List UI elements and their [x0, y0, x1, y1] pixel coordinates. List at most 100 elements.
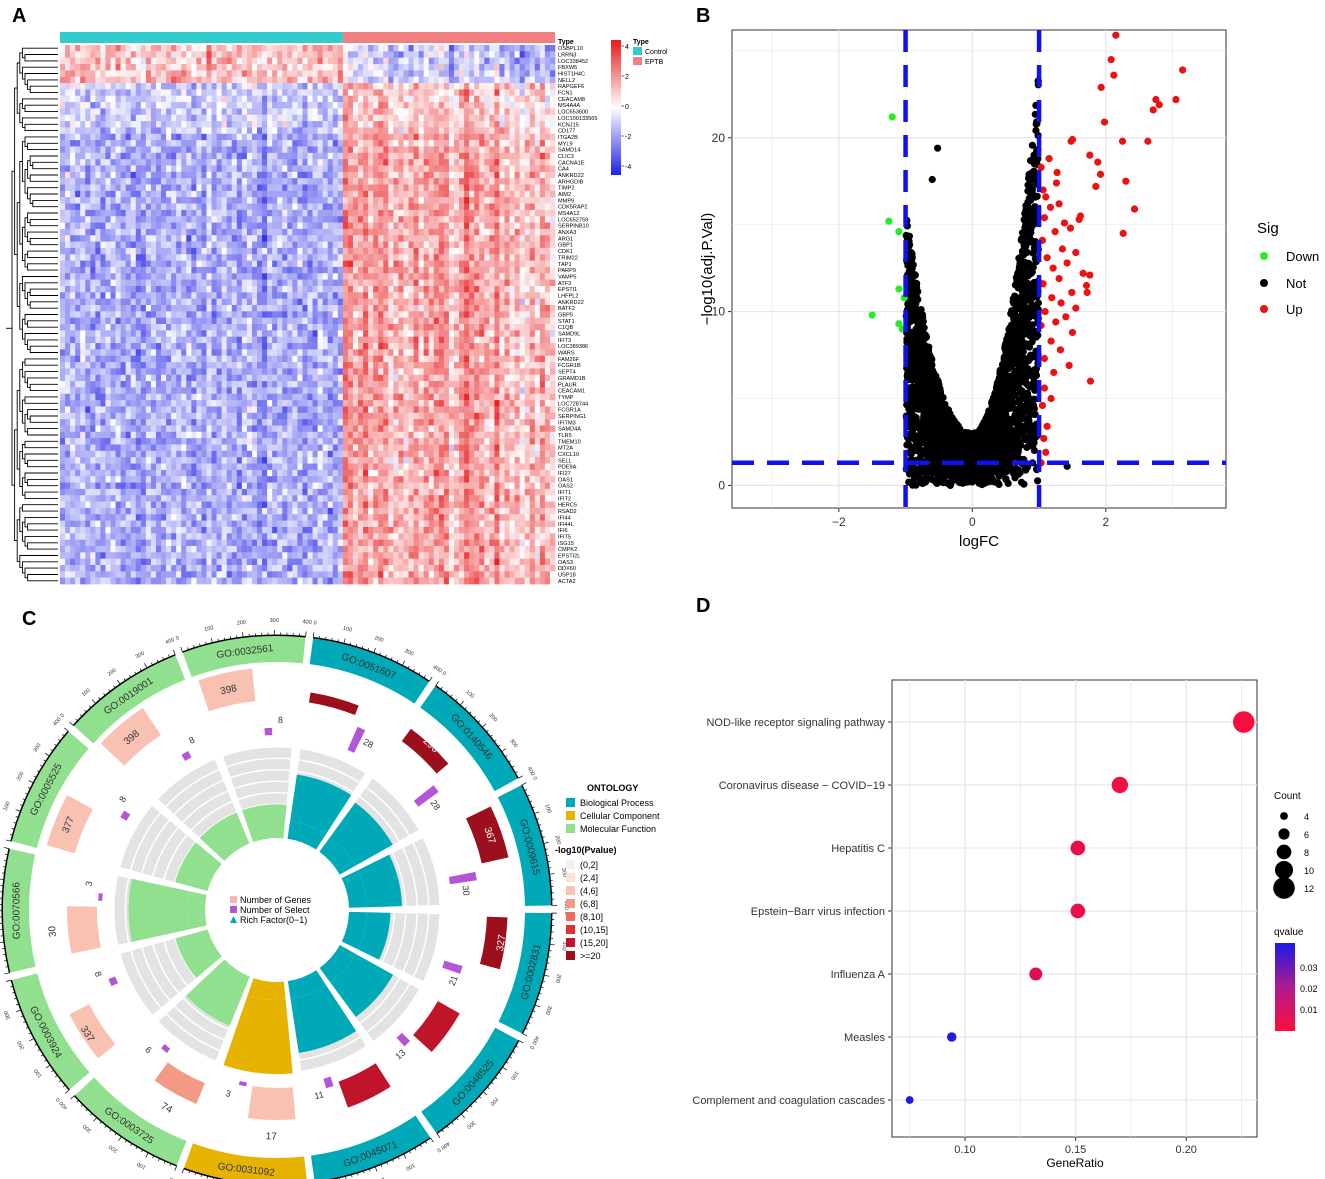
heat-cell	[393, 241, 399, 249]
heat-cell	[110, 197, 116, 204]
heat-cell	[135, 171, 142, 179]
heat-cell	[479, 114, 485, 122]
heat-cell	[544, 349, 551, 357]
heat-cell	[539, 178, 546, 185]
heat-cell	[216, 89, 222, 97]
heat-cell	[161, 349, 167, 357]
heat-cell	[191, 114, 197, 122]
heat-cell	[403, 247, 409, 255]
heat-cell	[423, 197, 430, 204]
heat-cell	[499, 285, 505, 293]
heat-cell	[317, 209, 323, 217]
heat-cell	[262, 45, 268, 52]
heat-cell	[251, 273, 258, 280]
heat-cell	[499, 70, 505, 78]
heat-cell	[226, 45, 233, 52]
heat-cell	[211, 102, 217, 109]
heat-cell	[75, 304, 81, 312]
heat-cell	[287, 121, 293, 128]
heat-cell	[226, 241, 233, 249]
heat-cell	[216, 304, 222, 312]
heat-cell	[85, 254, 91, 261]
heat-cell	[413, 285, 419, 293]
heat-cell	[176, 279, 182, 287]
heat-cell	[459, 343, 465, 350]
heat-cell	[135, 209, 142, 217]
heat-cell	[181, 203, 187, 211]
heat-cell	[282, 216, 288, 223]
heat-cell	[504, 209, 510, 217]
heat-cell	[322, 336, 329, 344]
heat-cell	[211, 324, 217, 331]
heat-cell	[186, 95, 192, 103]
heat-cell	[519, 228, 526, 236]
heat-cell	[388, 209, 394, 217]
heat-cell	[539, 298, 546, 306]
heat-cell	[155, 216, 162, 223]
heat-cell	[337, 279, 344, 287]
heat-cell	[534, 285, 541, 293]
heat-cell	[459, 203, 465, 211]
heat-cell	[312, 83, 318, 90]
heat-cell	[403, 228, 409, 236]
heat-cell	[337, 152, 344, 160]
heat-cell	[191, 273, 197, 280]
heat-cell	[504, 102, 510, 109]
heat-cell	[317, 165, 323, 173]
heat-cell	[307, 298, 313, 306]
heat-cell	[342, 83, 349, 90]
heat-cell	[448, 298, 455, 306]
heat-cell	[166, 311, 172, 319]
heat-cell	[120, 51, 127, 59]
heat-cell	[120, 70, 127, 78]
heat-cell	[120, 209, 127, 217]
heat-cell	[241, 95, 248, 103]
heat-cell	[534, 114, 541, 122]
heat-cell	[161, 127, 167, 135]
heat-cell	[282, 140, 288, 147]
heat-cell	[524, 159, 531, 166]
heat-cell	[150, 108, 157, 116]
heat-cell	[438, 102, 445, 109]
heat-cell	[443, 228, 450, 236]
heat-cell	[241, 273, 248, 280]
heat-cell	[474, 235, 480, 242]
heat-cell	[549, 121, 556, 128]
heat-cell	[423, 45, 430, 52]
heat-cell	[469, 133, 475, 141]
heat-cell	[251, 343, 258, 350]
heat-cell	[186, 285, 192, 293]
heat-cell	[176, 108, 182, 116]
heat-cell	[519, 355, 526, 363]
heat-cell	[519, 165, 526, 173]
heat-cell	[464, 285, 470, 293]
heat-cell	[453, 279, 460, 287]
heat-cell	[110, 95, 116, 103]
heat-cell	[519, 273, 526, 280]
heat-cell	[80, 152, 86, 160]
heat-cell	[534, 343, 541, 350]
heat-cell	[398, 304, 404, 312]
heat-cell	[302, 57, 308, 65]
heat-cell	[90, 190, 96, 198]
heat-cell	[176, 64, 182, 71]
heat-cell	[145, 190, 152, 198]
heat-cell	[539, 197, 546, 204]
heat-cell	[403, 83, 409, 90]
heat-cell	[453, 146, 460, 154]
heat-cell	[383, 184, 389, 192]
heat-cell	[226, 336, 233, 344]
heat-cell	[383, 209, 389, 217]
heat-cell	[256, 121, 263, 128]
heat-cell	[322, 317, 329, 325]
heat-cell	[337, 76, 344, 84]
heat-cell	[383, 190, 389, 198]
heat-cell	[312, 114, 318, 122]
heat-cell	[145, 159, 152, 166]
heat-cell	[302, 108, 308, 116]
heat-cell	[469, 266, 475, 274]
heat-cell	[327, 95, 334, 103]
heat-cell	[120, 330, 127, 338]
heat-cell	[494, 304, 500, 312]
heat-cell	[256, 285, 263, 293]
